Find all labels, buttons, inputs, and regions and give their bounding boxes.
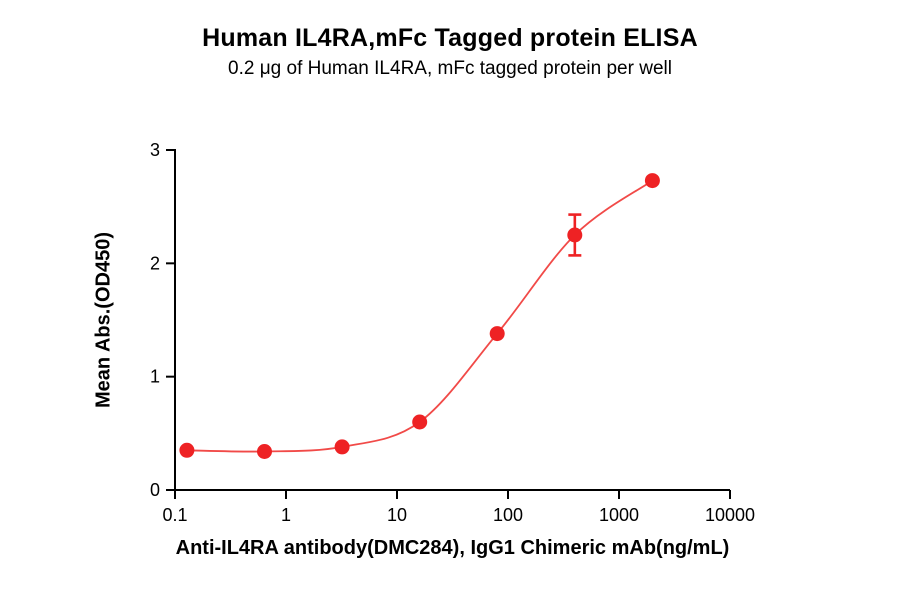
x-axis-label: Anti-IL4RA antibody(DMC284), IgG1 Chimer… [175, 537, 730, 559]
x-tick-label: 10000 [705, 505, 755, 525]
x-tick-label: 100 [493, 505, 523, 525]
y-tick-label: 0 [150, 480, 160, 500]
y-tick-label: 3 [150, 140, 160, 160]
chart-title: Human IL4RA,mFc Tagged protein ELISA [202, 24, 698, 52]
y-tick-label: 2 [150, 253, 160, 273]
y-tick-label: 1 [150, 367, 160, 387]
data-point [179, 442, 195, 458]
chart-subtitle: 0.2 μg of Human IL4RA, mFc tagged protei… [228, 58, 672, 79]
data-point [257, 444, 272, 459]
data-point [334, 439, 350, 455]
data-point [567, 227, 583, 243]
x-tick-label: 10 [387, 505, 407, 525]
x-tick-label: 1000 [599, 505, 639, 525]
fit-curve [186, 179, 653, 453]
x-tick-label: 1 [281, 505, 291, 525]
data-point [412, 414, 428, 430]
data-point [644, 173, 660, 189]
x-tick-label: 0.1 [162, 505, 187, 525]
data-point [489, 326, 505, 342]
